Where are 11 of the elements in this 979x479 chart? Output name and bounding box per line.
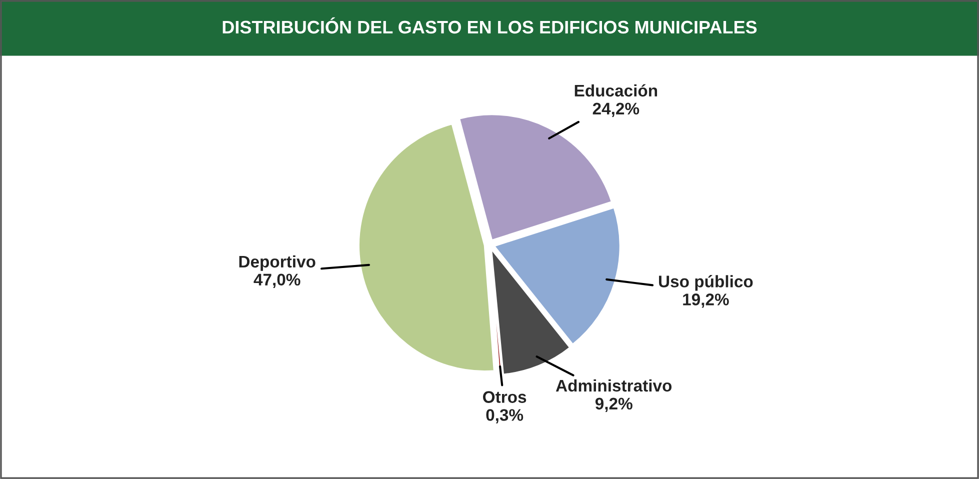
slice-label: Otros [483,391,526,403]
slice-label: Deportivo [239,255,316,271]
data-label: 9,2% [595,398,632,412]
data-label: 19,2% [683,294,729,308]
data-label: 47,0% [254,274,300,288]
slice-label: Educación [574,84,658,97]
slice-label: Uso público [659,275,753,291]
data-label: 24,2% [592,102,640,117]
data-label: 0,3% [486,409,524,424]
slice-label: Administrativo [556,379,672,392]
chart-title: DISTRIBUCIÓN DEL GASTO EN LOS EDIFICIOS MUNICIPALES [222,17,757,34]
